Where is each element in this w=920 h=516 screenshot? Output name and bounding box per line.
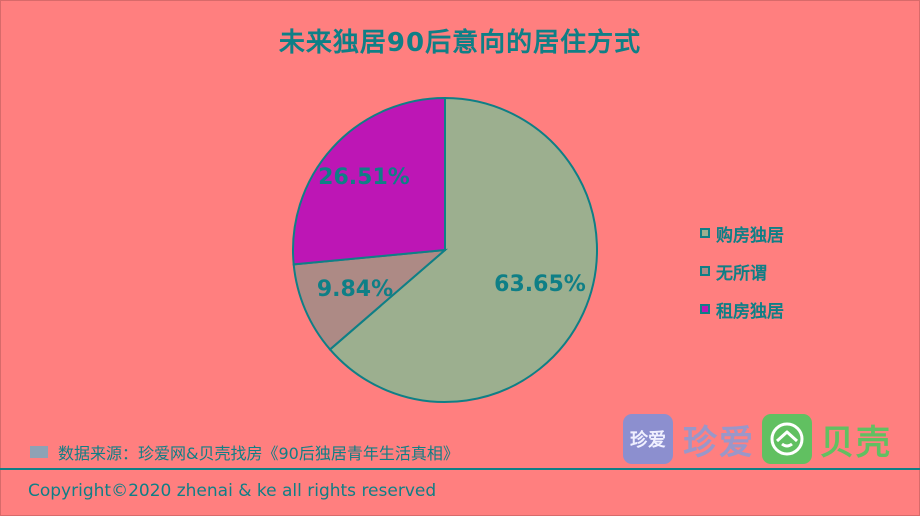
legend: 购房独居 无所谓 租房独居 bbox=[700, 214, 784, 328]
legend-item-indifferent[interactable]: 无所谓 bbox=[700, 252, 784, 290]
legend-label: 无所谓 bbox=[716, 263, 767, 284]
legend-label: 租房独居 bbox=[716, 301, 784, 322]
legend-item-rent[interactable]: 租房独居 bbox=[700, 290, 784, 328]
zhenai-logo-icon: 珍爱 bbox=[623, 414, 673, 464]
ke-logo-text: 贝壳 bbox=[820, 422, 892, 463]
ke-logo-icon bbox=[762, 414, 812, 464]
pie-slice[interactable] bbox=[292, 248, 449, 351]
chart-title: 未来独居90后意向的居住方式 bbox=[278, 28, 642, 58]
legend-swatch bbox=[700, 304, 710, 314]
legend-item-buy[interactable]: 购房独居 bbox=[700, 214, 784, 252]
source-icon bbox=[30, 446, 48, 458]
slice-label: 9.84% bbox=[317, 277, 393, 302]
pie-slice[interactable] bbox=[328, 96, 598, 403]
footer-divider bbox=[0, 468, 920, 470]
data-source: 数据来源：珍爱网&贝壳找房《90后独居青年生活真相》 bbox=[30, 440, 459, 464]
legend-swatch bbox=[700, 228, 710, 238]
ke-logo: 贝壳 bbox=[762, 414, 892, 464]
source-text: 数据来源：珍爱网&贝壳找房《90后独居青年生活真相》 bbox=[58, 444, 459, 463]
legend-label: 购房独居 bbox=[716, 225, 784, 246]
slice-label: 26.51% bbox=[318, 165, 410, 190]
zhenai-logo: 珍爱 珍爱 bbox=[623, 414, 755, 464]
pie-slice[interactable] bbox=[292, 96, 446, 266]
legend-swatch bbox=[700, 266, 710, 276]
copyright: Copyright©2020 zhenai & ke all rights re… bbox=[28, 481, 437, 501]
zhenai-logo-text: 珍爱 bbox=[683, 422, 755, 463]
slice-label: 63.65% bbox=[494, 272, 586, 297]
